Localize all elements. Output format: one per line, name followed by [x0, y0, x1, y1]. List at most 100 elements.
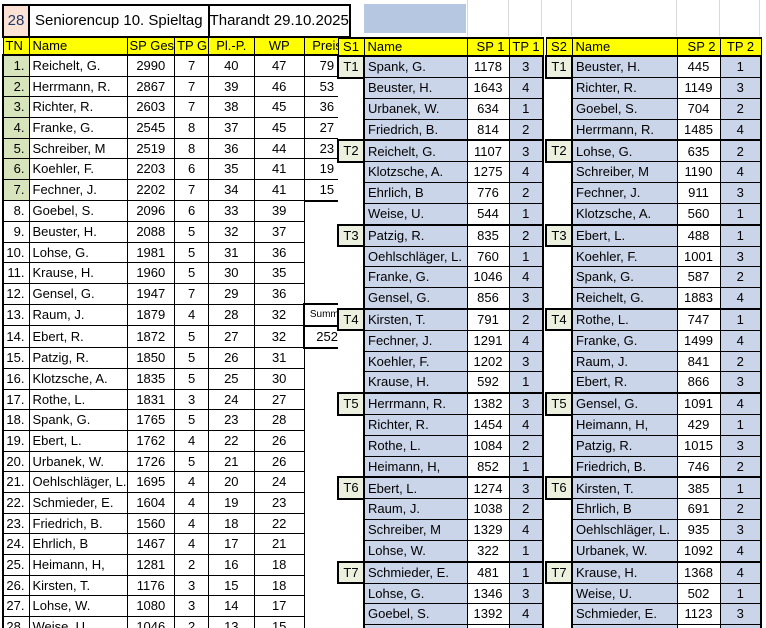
name-cell[interactable]: Gensel, G.	[571, 392, 678, 416]
col-header-name[interactable]: Name	[363, 37, 468, 57]
tp-cell[interactable]: 3	[508, 139, 544, 163]
sp-cell[interactable]: 1346	[466, 582, 510, 605]
sp-cell[interactable]: 691	[676, 498, 721, 521]
name-cell[interactable]: Lohse, W.	[571, 624, 678, 628]
rank-cell[interactable]: 4.	[2, 117, 30, 139]
col-header-sp1[interactable]: SP 1	[466, 37, 510, 57]
col-header-s2[interactable]: S2	[545, 37, 573, 57]
group-label-cell[interactable]: T4	[545, 307, 573, 332]
tp-cell[interactable]: 2	[719, 97, 762, 120]
rank-cell[interactable]: 12.	[2, 283, 30, 305]
tp-cell[interactable]: 4	[508, 266, 544, 289]
sp-cell[interactable]: 776	[466, 182, 510, 204]
tp-cell[interactable]: 3	[719, 603, 762, 626]
tp-g-cell[interactable]: 4	[174, 429, 210, 452]
pl-p-cell[interactable]: 19	[208, 491, 255, 514]
entry-count-cell[interactable]: 28	[2, 4, 30, 38]
rank-cell[interactable]: 27.	[2, 595, 30, 618]
sp-ges-cell[interactable]: 1560	[126, 512, 176, 535]
pl-p-cell[interactable]: 40	[208, 54, 255, 77]
sp-cell[interactable]: 1046	[466, 266, 510, 289]
col-header-name[interactable]: Name	[28, 36, 128, 56]
tp-g-cell[interactable]: 3	[174, 388, 210, 411]
wp-cell[interactable]: 45	[253, 96, 305, 119]
tp-g-cell[interactable]: 5	[174, 367, 210, 390]
col-header-name[interactable]: Name	[571, 37, 678, 57]
group-label-cell[interactable]: T4	[337, 307, 365, 332]
sp-cell[interactable]: 1190	[676, 161, 721, 184]
name-cell[interactable]: Gensel, G.	[28, 283, 128, 305]
sp-cell[interactable]: 1291	[466, 329, 510, 352]
sp-cell[interactable]: 1485	[676, 118, 721, 142]
tp-g-cell[interactable]: 6	[174, 200, 210, 222]
pl-p-cell[interactable]: 27	[208, 325, 255, 349]
name-cell[interactable]: Weise, U.	[363, 202, 468, 226]
name-cell[interactable]: Urbanek, W.	[28, 450, 128, 473]
col-header-wp[interactable]: WP	[253, 36, 305, 56]
tp-cell[interactable]: 3	[719, 371, 762, 395]
wp-cell[interactable]: 24	[253, 471, 305, 493]
tp-g-cell[interactable]: 5	[174, 450, 210, 473]
group-label-cell[interactable]: T7	[545, 560, 573, 585]
rank-cell[interactable]: 8.	[2, 200, 30, 222]
name-cell[interactable]: Spank, G.	[571, 266, 678, 289]
sp-cell[interactable]: 1368	[676, 560, 721, 584]
tp-g-cell[interactable]: 2	[174, 616, 210, 628]
tp-cell[interactable]: 2	[508, 223, 544, 247]
tp-g-cell[interactable]: 8	[174, 117, 210, 139]
sp-cell[interactable]: 1382	[466, 392, 510, 416]
pl-p-cell[interactable]: 34	[208, 179, 255, 202]
tp-cell[interactable]: 3	[508, 55, 544, 79]
wp-cell[interactable]: 18	[253, 554, 305, 576]
name-cell[interactable]: Spank, G.	[28, 409, 128, 431]
sp-cell[interactable]: 502	[676, 582, 721, 605]
wp-cell[interactable]: 39	[253, 200, 305, 222]
tp-g-cell[interactable]: 7	[174, 54, 210, 77]
rank-cell[interactable]: 28.	[2, 616, 30, 628]
rank-cell[interactable]: 26.	[2, 574, 30, 597]
tp-cell[interactable]: 2	[508, 307, 544, 331]
rank-cell[interactable]: 5.	[2, 137, 30, 160]
tp-g-cell[interactable]: 8	[174, 137, 210, 160]
sp-cell[interactable]: 1149	[676, 77, 721, 99]
tp-g-cell[interactable]: 3	[174, 595, 210, 618]
tp-cell[interactable]: 3	[508, 476, 544, 500]
tp-cell[interactable]: 4	[508, 329, 544, 352]
rank-cell[interactable]: 17.	[2, 388, 30, 411]
pl-p-cell[interactable]: 20	[208, 471, 255, 493]
rank-cell[interactable]: 14.	[2, 325, 30, 349]
wp-cell[interactable]: 26	[253, 429, 305, 452]
sp-ges-cell[interactable]: 1765	[126, 409, 176, 431]
pl-p-cell[interactable]: 15	[208, 574, 255, 597]
name-cell[interactable]: Goebel, S.	[363, 603, 468, 626]
wp-cell[interactable]: 23	[253, 491, 305, 514]
group-label-cell[interactable]: T1	[337, 55, 365, 79]
pl-p-cell[interactable]: 25	[208, 367, 255, 390]
sp-ges-cell[interactable]: 1981	[126, 241, 176, 264]
sp-ges-cell[interactable]: 1176	[126, 574, 176, 597]
sp-cell[interactable]: 1006	[466, 624, 510, 628]
rank-cell[interactable]: 15.	[2, 347, 30, 369]
group-label-cell[interactable]: T5	[337, 392, 365, 416]
sp-ges-cell[interactable]: 2088	[126, 221, 176, 243]
tp-g-cell[interactable]: 7	[174, 179, 210, 202]
sp-cell[interactable]: 852	[466, 455, 510, 479]
tp-cell[interactable]: 1	[508, 97, 544, 120]
pl-p-cell[interactable]: 39	[208, 75, 255, 98]
sp-ges-cell[interactable]: 1872	[126, 325, 176, 349]
sp-cell[interactable]: 760	[466, 245, 510, 268]
sp-ges-cell[interactable]: 2519	[126, 137, 176, 160]
name-cell[interactable]: Herrmann, R.	[363, 392, 468, 416]
tp-g-cell[interactable]: 4	[174, 512, 210, 535]
col-header-sp2[interactable]: SP 2	[676, 37, 721, 57]
name-cell[interactable]: Reichelt, G.	[363, 139, 468, 163]
pl-p-cell[interactable]: 13	[208, 616, 255, 628]
rank-cell[interactable]: 1.	[2, 54, 30, 77]
rank-cell[interactable]: 20.	[2, 450, 30, 473]
sp-ges-cell[interactable]: 1046	[126, 616, 176, 628]
name-cell[interactable]: Klotzsche, A.	[571, 202, 678, 226]
name-cell[interactable]: Spank, G.	[363, 55, 468, 79]
tp-cell[interactable]: 3	[508, 582, 544, 605]
sp-ges-cell[interactable]: 1960	[126, 262, 176, 285]
wp-cell[interactable]: 47	[253, 54, 305, 77]
